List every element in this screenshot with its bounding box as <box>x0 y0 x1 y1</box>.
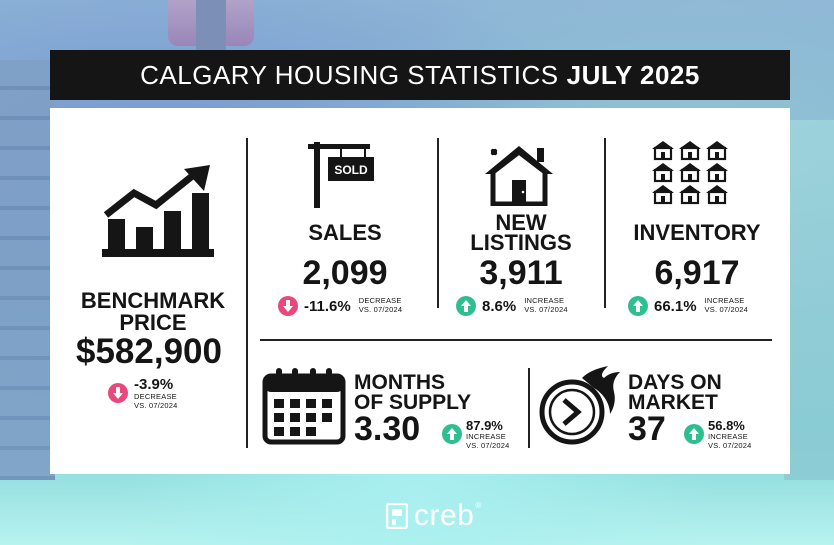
down-arrow-icon <box>278 296 298 316</box>
new-listings-value: 3,911 <box>479 254 563 292</box>
background-building-left <box>0 60 55 480</box>
new-listings-label-line1: NEW <box>495 210 547 235</box>
new-listings-change: 8.6% INCREASE VS. 07/2024 <box>456 296 568 316</box>
houses-grid-icon <box>652 141 728 205</box>
inventory-change-percent: 66.1% <box>654 297 697 315</box>
benchmark-change-note-1: DECREASE <box>134 392 177 401</box>
small-house-icon <box>652 141 674 161</box>
sales-label: SALES <box>308 220 382 245</box>
divider-vertical-1 <box>246 138 248 448</box>
calendar-icon <box>262 368 346 445</box>
benchmark-change-note-2: VS. 07/2024 <box>134 400 178 410</box>
months-of-supply-change-note-2: VS. 07/2024 <box>466 440 510 450</box>
rising-chart-icon <box>102 165 214 257</box>
up-arrow-icon <box>684 424 704 445</box>
months-of-supply-change-percent: 87.9% <box>466 418 503 433</box>
divider-vertical-4 <box>528 368 530 448</box>
new-house-icon <box>485 146 553 206</box>
sales-change: -11.6% DECREASE VS. 07/2024 <box>278 296 402 316</box>
creb-wordmark: creb <box>414 499 475 532</box>
divider-horizontal <box>260 339 772 341</box>
sold-sign-text: SOLD <box>334 163 368 177</box>
sales-value: 2,099 <box>302 254 388 292</box>
days-on-market-label-line1: DAYS ON <box>628 371 722 394</box>
inventory-change-note-1: INCREASE <box>704 296 745 306</box>
up-arrow-icon <box>442 424 462 445</box>
months-of-supply-value: 3.30 <box>354 410 421 448</box>
benchmark-value: $582,900 <box>76 332 222 371</box>
sales-change-note-1: DECREASE <box>358 296 402 306</box>
new-listings-change-note-2: VS. 07/2024 <box>524 305 568 314</box>
creb-mark-icon <box>386 503 408 529</box>
title-prefix: CALGARY HOUSING STATISTICS <box>140 59 559 90</box>
small-house-icon <box>679 141 701 161</box>
months-of-supply-label-line1: MONTHS <box>354 371 445 394</box>
months-of-supply-change-note-1: INCREASE <box>466 432 506 441</box>
inventory-value: 6,917 <box>654 254 740 292</box>
small-house-icon <box>679 185 701 205</box>
fast-clock-icon <box>539 366 620 445</box>
days-on-market-label-line2: MARKET <box>628 391 718 414</box>
background-trees-right <box>784 120 834 480</box>
up-arrow-icon <box>456 296 476 316</box>
page-title: CALGARY HOUSING STATISTICS JULY 2025 <box>50 50 790 100</box>
small-house-icon <box>706 163 728 183</box>
sold-sign-icon: SOLD <box>308 142 374 208</box>
benchmark-label: BENCHMARK PRICE <box>80 288 226 335</box>
days-on-market-value: 37 <box>628 410 666 448</box>
small-house-icon <box>679 163 701 183</box>
inventory-change-note-2: VS. 07/2024 <box>704 305 749 314</box>
new-listings-label-line2: LISTINGS <box>470 230 572 255</box>
days-on-market-change-percent: 56.8% <box>708 418 745 433</box>
new-listings-change-note-1: INCREASE <box>524 296 565 306</box>
small-house-icon <box>706 141 728 161</box>
inventory-change: 66.1% INCREASE VS. 07/2024 <box>628 296 748 316</box>
months-of-supply-change: 87.9% INCREASE VS. 07/2024 <box>442 418 509 450</box>
days-on-market-change-note-1: INCREASE <box>708 432 748 441</box>
benchmark-change: -3.9% DECREASE VS. 07/2024 <box>108 376 177 410</box>
days-on-market-change-note-2: VS. 07/2024 <box>708 440 752 450</box>
sales-change-percent: -11.6% <box>304 297 351 315</box>
title-emphasis: JULY 2025 <box>566 59 700 90</box>
down-arrow-icon <box>108 383 128 404</box>
small-house-icon <box>652 163 674 183</box>
small-house-icon <box>706 185 728 205</box>
new-listings-change-percent: 8.6% <box>482 297 517 315</box>
benchmark-change-percent: -3.9% <box>134 376 174 393</box>
inventory-label: INVENTORY <box>633 220 761 245</box>
stats-card: BENCHMARK PRICE $582,900 -3.9% DECREASE … <box>50 108 790 474</box>
registered-mark: ® <box>475 501 482 510</box>
sales-change-note-2: VS. 07/2024 <box>358 305 403 314</box>
months-of-supply-label-line2: OF SUPPLY <box>354 391 472 414</box>
creb-logo: creb ® <box>386 501 481 531</box>
days-on-market-change: 56.8% INCREASE VS. 07/2024 <box>684 418 751 450</box>
small-house-icon <box>652 185 674 205</box>
divider-vertical-3 <box>604 138 606 308</box>
divider-vertical-2 <box>437 138 439 308</box>
up-arrow-icon <box>628 296 648 316</box>
